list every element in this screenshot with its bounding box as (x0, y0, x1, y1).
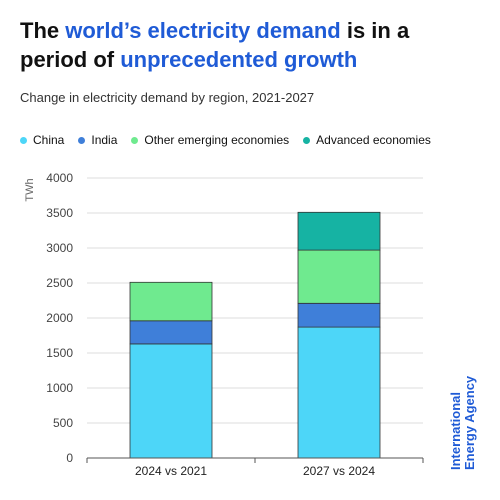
x-tick-label: 2024 vs 2021 (135, 464, 207, 478)
bar-segment (297, 211, 381, 251)
legend-item: Advanced economies (303, 133, 431, 147)
legend-swatch (78, 136, 86, 144)
y-tick-label: 0 (66, 451, 73, 465)
x-tick-label: 2027 vs 2024 (303, 464, 375, 478)
y-axis-label: TWh (24, 178, 36, 201)
y-tick-label: 500 (53, 416, 73, 430)
legend-label: India (91, 133, 118, 147)
legend-swatch (131, 136, 139, 144)
bar-segment (297, 326, 381, 459)
y-tick-label: 1500 (46, 346, 73, 360)
bar-segment (129, 281, 213, 322)
title-highlight-demand: world’s electricity demand (65, 18, 341, 43)
bar-segment (129, 343, 213, 459)
chart-title: The world’s electricity demand is in a p… (20, 18, 410, 72)
y-tick-label: 3000 (46, 241, 73, 255)
y-tick-label: 2500 (46, 276, 73, 290)
chart-subtitle: Change in electricity demand by region, … (20, 90, 315, 105)
chart-legend: China India Other emerging economies Advanc… (20, 133, 431, 147)
legend-swatch (20, 136, 27, 144)
bar-segment (297, 249, 381, 304)
bar-segment (129, 320, 213, 345)
y-tick-label: 4000 (46, 171, 73, 185)
title-highlight-growth: unprecedented growth (120, 47, 358, 72)
logo-line-1: International (448, 391, 463, 470)
legend-swatch (303, 136, 311, 144)
y-tick-label: 2000 (46, 311, 73, 325)
y-tick-label: 1000 (46, 381, 73, 395)
legend-label: Other emerging economies (144, 133, 290, 147)
legend-item: China (20, 133, 64, 147)
y-tick-label: 3500 (46, 206, 73, 220)
bar-segment (297, 302, 381, 328)
legend-label: Advanced economies (316, 133, 431, 147)
legend-item: Other emerging economies (131, 133, 289, 147)
legend-label: China (33, 133, 65, 147)
legend-item: India (78, 133, 117, 147)
iea-logo: International Energy Agency (448, 370, 477, 470)
logo-line-2: Energy Agency (462, 375, 477, 470)
